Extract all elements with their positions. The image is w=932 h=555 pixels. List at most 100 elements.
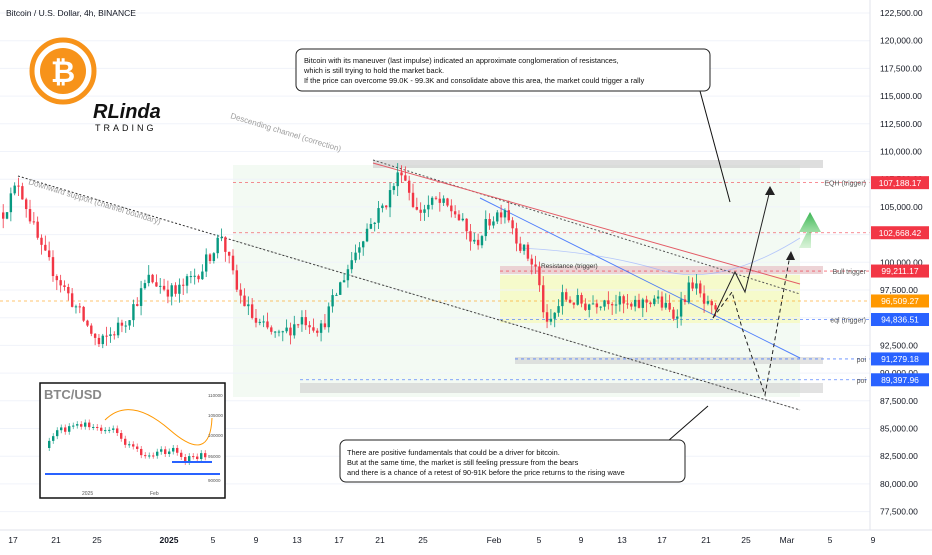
candle: [120, 319, 124, 333]
inset-candle: [136, 443, 139, 452]
candle: [327, 302, 330, 333]
candle: [17, 177, 20, 196]
candle: [381, 203, 384, 213]
inset-candle: [96, 423, 99, 431]
inset-candle: [68, 423, 71, 435]
candle: [484, 210, 487, 241]
inset-y-tick-3: 100000: [208, 433, 224, 438]
price-tag-label: 94,836.51: [881, 315, 919, 325]
candle: [653, 295, 656, 307]
candle: [182, 278, 185, 295]
y-tick-label: 120,000.00: [880, 36, 923, 46]
candle: [250, 298, 254, 320]
inset-candle: [80, 421, 83, 430]
candle: [116, 317, 120, 339]
candle: [526, 242, 530, 262]
consolidation-zone: [500, 275, 800, 323]
candle: [434, 196, 438, 201]
inset-candle: [196, 453, 199, 462]
candle: [492, 216, 495, 229]
inset-candle: [92, 423, 95, 431]
candle: [561, 284, 564, 315]
candle: [580, 292, 583, 308]
candle: [40, 234, 43, 255]
y-tick-label: 105,000.00: [880, 202, 923, 212]
candle: [258, 318, 262, 326]
candle: [193, 268, 196, 285]
candle: [78, 303, 81, 314]
inset-y-tick-1: 110000: [208, 393, 223, 398]
rally-arrow: [799, 212, 821, 248]
candle: [105, 326, 108, 346]
candle: [285, 319, 288, 334]
y-tick-label: 97,500.00: [880, 285, 918, 295]
candle: [227, 251, 231, 264]
inset-candle: [156, 448, 159, 459]
candle: [82, 305, 85, 323]
x-tick-label: 17: [334, 535, 344, 545]
inset-ma-curve: [104, 409, 213, 446]
x-tick-label: 25: [741, 535, 751, 545]
candle: [545, 304, 549, 329]
candle: [427, 195, 430, 218]
candle: [415, 197, 419, 211]
inset-y-tick-2: 105000: [208, 413, 224, 418]
candle: [47, 241, 51, 261]
candle: [273, 330, 277, 338]
candle: [641, 297, 645, 318]
candle: [538, 261, 541, 292]
candle: [664, 293, 667, 310]
candle: [668, 294, 671, 313]
inset-candle: [180, 449, 183, 461]
candle: [542, 276, 545, 319]
candle: [645, 295, 648, 313]
price-tag: [871, 226, 929, 240]
candle: [362, 240, 365, 256]
inset-candle: [176, 444, 179, 456]
candle: [55, 274, 59, 291]
candle: [438, 192, 442, 212]
candle: [28, 199, 32, 224]
price-tag: [871, 352, 929, 366]
x-tick-label: 21: [51, 535, 61, 545]
candle: [331, 289, 334, 313]
candle: [672, 306, 675, 321]
inset-title: BTC/USD: [44, 387, 102, 402]
candle: [159, 278, 162, 294]
bull-projection-arrowhead: [765, 186, 775, 195]
y-tick-label: 92,500.00: [880, 340, 918, 350]
candle: [128, 319, 131, 330]
blue-trendline: [479, 197, 801, 359]
inset-candle: [84, 419, 87, 430]
candle: [216, 234, 219, 259]
candle: [607, 291, 610, 310]
candle: [576, 288, 579, 306]
candle: [9, 187, 13, 222]
candle: [147, 265, 150, 287]
inset-candle: [60, 424, 63, 434]
inset-candle: [116, 425, 119, 437]
rlinda-trading-logo: RLinda TRADING: [93, 101, 161, 133]
candle: [377, 200, 380, 229]
inset-candle: [144, 452, 147, 459]
candle: [388, 182, 392, 218]
inset-candle: [184, 454, 187, 465]
candle: [281, 330, 284, 342]
candle: [166, 280, 170, 304]
candle: [231, 249, 235, 275]
candle: [174, 282, 177, 297]
x-tick-label: 9: [254, 535, 259, 545]
downward-support-line: [17, 175, 801, 411]
candle: [32, 212, 36, 225]
candle: [676, 309, 679, 329]
x-tick-label: 2025: [160, 535, 179, 545]
candle: [365, 223, 369, 243]
level-label: poi: [857, 378, 867, 385]
candle: [565, 288, 568, 302]
price-tag-label: 99,211.17: [881, 266, 918, 276]
top-callout-line-3: If the price can overcome 99.0K - 99.3K …: [304, 76, 644, 85]
inset-candles: [48, 419, 207, 465]
x-tick-label: 17: [657, 535, 667, 545]
